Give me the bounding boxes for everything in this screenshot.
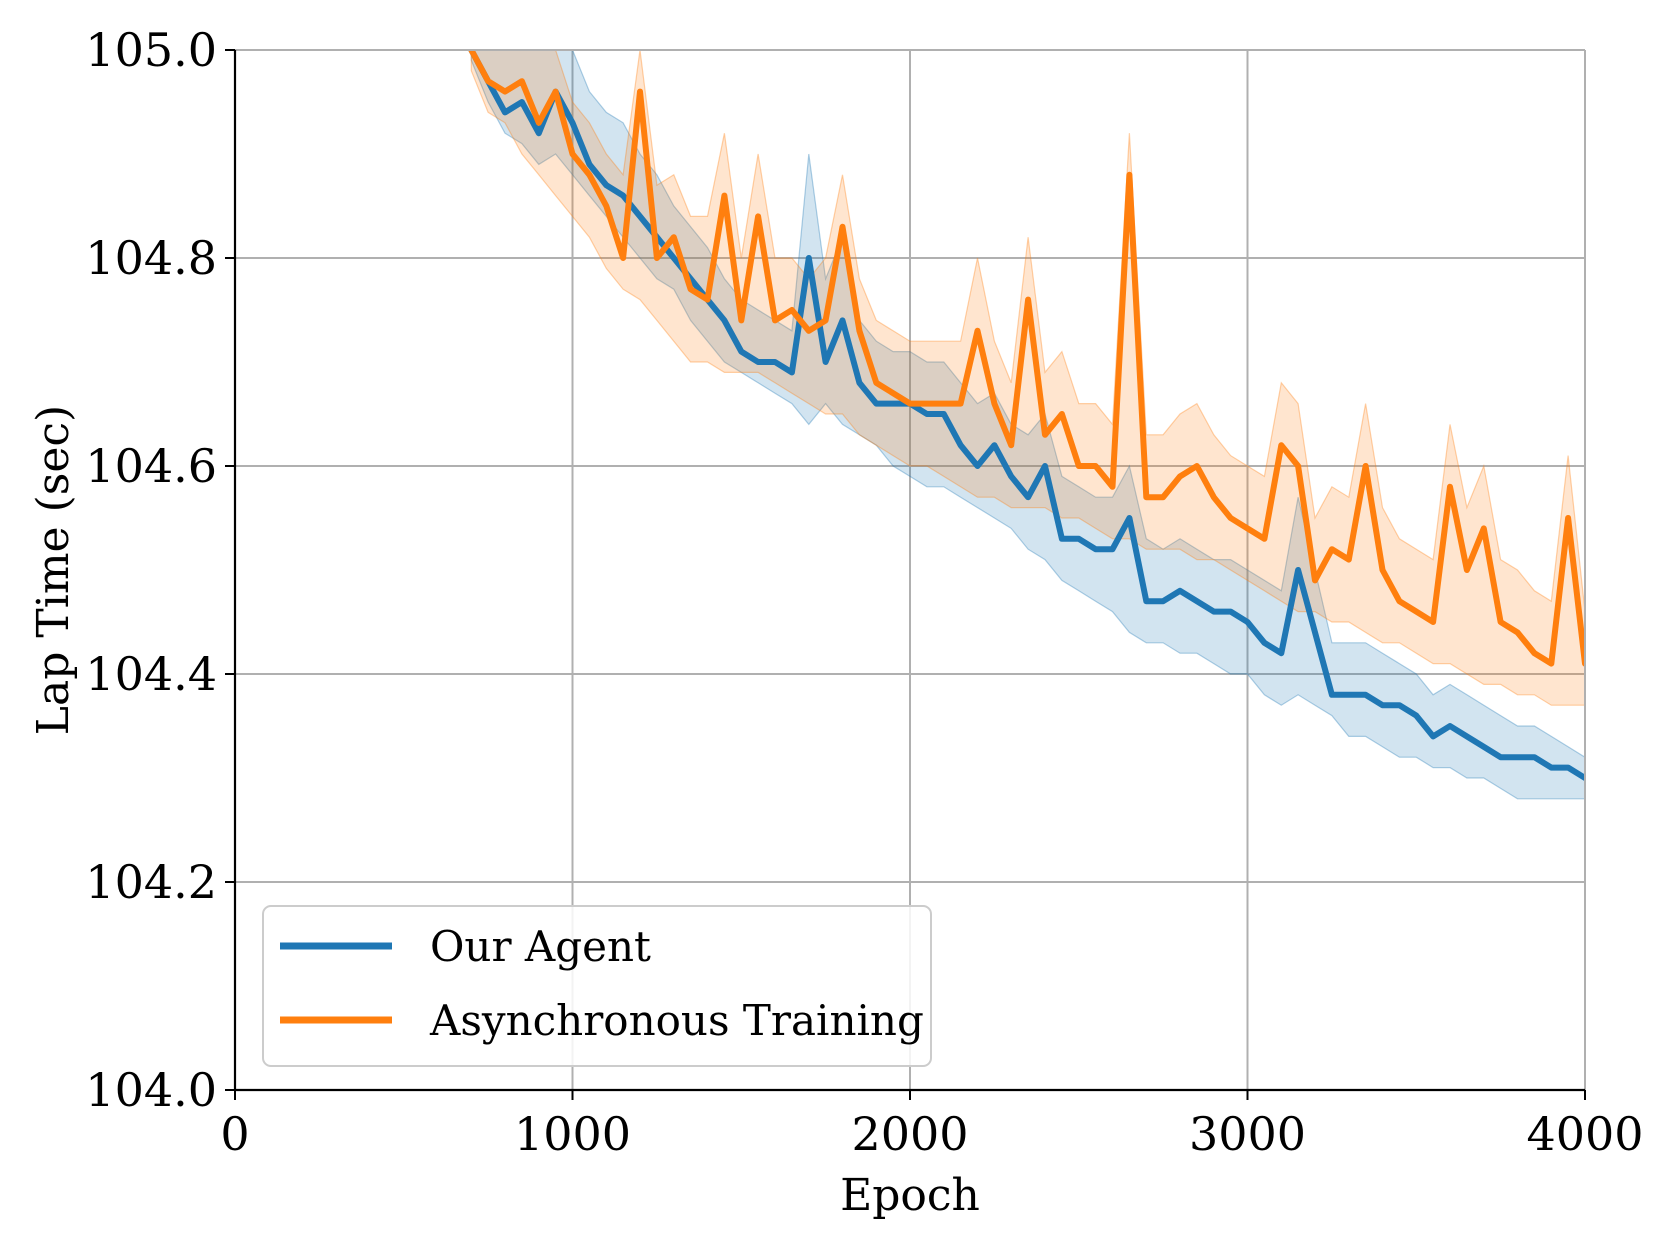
axis-ticks: 0 1000 2000 3000 4000 104.0 104.2 104.4 104.6 104… xyxy=(85,23,1643,1161)
band-asynchronous-training xyxy=(470,50,1585,706)
y-tick-label-1: 104.2 xyxy=(85,855,217,909)
confidence-bands xyxy=(470,50,1585,800)
x-tick-label-2: 2000 xyxy=(851,1107,968,1161)
line-asynchronous-training xyxy=(468,50,1585,667)
y-axis-label: Lap Time (sec) xyxy=(28,405,79,735)
x-tick-label-0: 0 xyxy=(220,1107,249,1161)
legend-label-our-agent: Our Agent xyxy=(430,922,651,971)
y-tick-label-0: 104.0 xyxy=(85,1063,217,1117)
legend-box xyxy=(262,905,932,1067)
x-axis-label: Epoch xyxy=(840,1170,980,1221)
y-tick-label-3: 104.6 xyxy=(85,439,217,493)
x-tick-label-1: 1000 xyxy=(514,1107,631,1161)
series-lines xyxy=(468,50,1585,781)
x-tick-label-3: 3000 xyxy=(1189,1107,1306,1161)
y-tick-label-4: 104.8 xyxy=(85,231,217,285)
y-tick-label-2: 104.4 xyxy=(85,647,217,701)
x-tick-label-4: 4000 xyxy=(1526,1107,1643,1161)
legend: Our Agent Asynchronous Training xyxy=(262,905,932,1067)
legend-label-asynchronous-training: Asynchronous Training xyxy=(429,996,924,1045)
y-tick-label-5: 105.0 xyxy=(85,23,217,77)
